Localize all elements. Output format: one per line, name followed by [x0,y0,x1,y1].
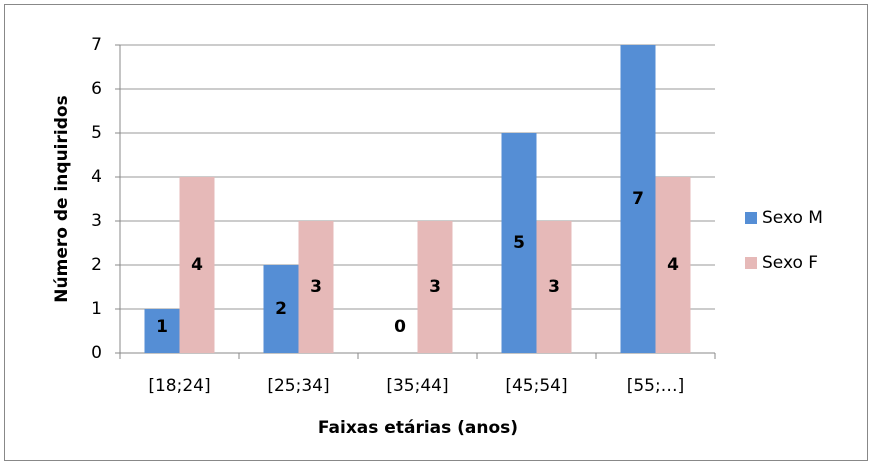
legend-label: Sexo M [762,208,823,228]
data-label: 3 [310,277,322,297]
bar [144,309,180,353]
y-tick-label: 3 [91,211,102,231]
data-label: 4 [667,255,679,275]
data-label: 0 [394,317,406,337]
data-label: 3 [429,277,441,297]
x-tick-label: [45;54] [505,376,567,396]
bar [501,133,537,353]
data-label: 1 [156,317,168,337]
x-tick-label: [55;…] [627,376,685,396]
y-axis-title: Número de inquiridos [52,95,72,302]
bar [655,177,691,353]
y-tick-label: 2 [91,255,102,275]
y-tick-label: 1 [91,299,102,319]
y-tick-label: 6 [91,79,102,99]
bar [298,221,334,353]
legend-label: Sexo F [762,253,818,273]
data-label: 3 [548,277,560,297]
x-axis-title: Faixas etárias (anos) [318,418,518,438]
bar [179,177,215,353]
y-tick-label: 4 [91,167,102,187]
data-label: 5 [513,233,525,253]
x-tick-label: [18;24] [148,376,210,396]
bar [417,221,453,353]
data-label: 2 [275,299,287,319]
y-tick-label: 0 [91,343,102,363]
x-tick-label: [25;34] [267,376,329,396]
bar [263,265,299,353]
y-tick-label: 5 [91,123,102,143]
legend-swatch [745,212,757,224]
y-tick-label: 7 [91,35,102,55]
bar [536,221,572,353]
bar [620,45,656,353]
x-tick-label: [35;44] [386,376,448,396]
legend-swatch [745,257,757,269]
data-label: 4 [191,255,203,275]
data-label: 7 [632,189,644,209]
